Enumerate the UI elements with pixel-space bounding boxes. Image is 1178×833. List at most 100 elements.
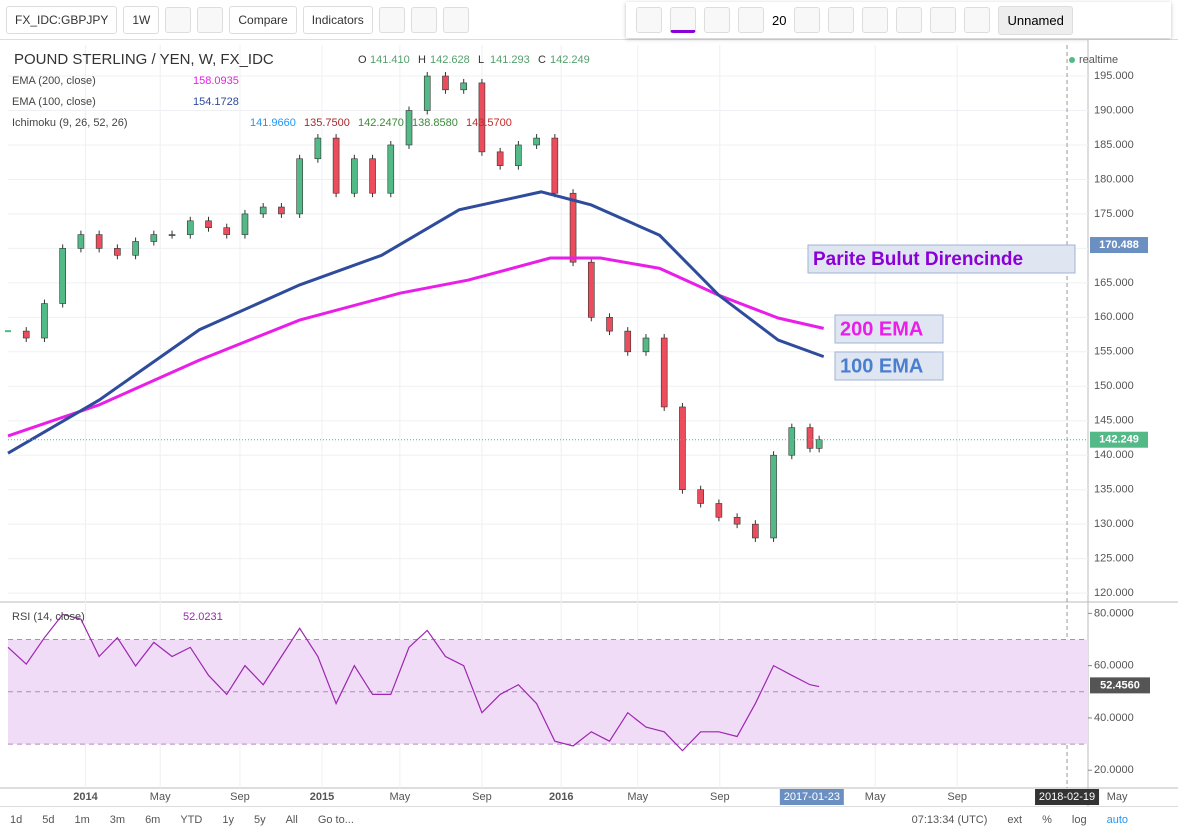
- candle: [569, 192, 577, 263]
- y-tick-label: 165.000: [1094, 277, 1134, 289]
- range-button[interactable]: 1y: [222, 814, 234, 826]
- date-marker-label: 2017-01-23: [784, 791, 840, 803]
- candle: [697, 489, 704, 504]
- font-size[interactable]: 20: [772, 12, 787, 28]
- date-marker-label: 2018-02-19: [1039, 791, 1095, 803]
- y-tick-label: 140.000: [1094, 449, 1134, 461]
- ideas-button[interactable]: [410, 6, 437, 33]
- indicator-name: EMA (100, close): [12, 96, 96, 108]
- scale-option[interactable]: %: [1042, 814, 1052, 826]
- candle: [223, 227, 231, 235]
- price-label-box: [1090, 431, 1148, 448]
- candle: [77, 234, 85, 249]
- scale-option[interactable]: log: [1071, 814, 1087, 826]
- bottom-bar: 1d 5d 1m 3m 6m YTD 1y 5y All Go to... 07:13:34 (UT…: [0, 806, 1178, 833]
- candle: [533, 137, 540, 146]
- candle: [715, 503, 723, 518]
- goto-button[interactable]: Go to...: [317, 814, 354, 826]
- x-tick-label: 2014: [73, 791, 98, 803]
- y-tick-label: 150.000: [1094, 380, 1134, 392]
- pen-tool[interactable]: [738, 7, 764, 33]
- text-color-tool[interactable]: [670, 7, 696, 33]
- candle: [95, 234, 103, 249]
- candle: [278, 206, 285, 215]
- rsi-title: RSI (14, close): [12, 611, 85, 623]
- interval-button[interactable]: 1W: [123, 5, 160, 34]
- range-button[interactable]: 3m: [109, 814, 126, 826]
- symbol-field[interactable]: FX_IDC:GBPJPY: [6, 5, 118, 34]
- delete-button[interactable]: [964, 7, 991, 33]
- candle: [205, 220, 212, 229]
- candle: [752, 523, 759, 539]
- y-tick-label: 185.000: [1094, 139, 1134, 151]
- candle: [59, 248, 66, 304]
- settings-button[interactable]: [197, 6, 224, 33]
- range-button[interactable]: 1d: [10, 814, 23, 826]
- indicator-value: 143.5700: [466, 117, 512, 129]
- layers-button[interactable]: [828, 7, 855, 33]
- range-button[interactable]: 1m: [74, 814, 90, 826]
- date-marker-box: [1035, 789, 1100, 805]
- scale-option[interactable]: auto: [1106, 814, 1128, 826]
- indicators-button[interactable]: Indicators: [302, 5, 373, 34]
- y-tick-label: 160.000: [1094, 311, 1134, 323]
- annotation-box: [834, 351, 944, 381]
- x-tick-label: May: [627, 791, 648, 803]
- chart: 195.000190.000185.000180.000175.000170.0…: [0, 40, 1178, 806]
- candle: [114, 248, 121, 256]
- range-button[interactable]: YTD: [180, 814, 203, 826]
- candle: [41, 303, 48, 339]
- candle: [241, 213, 249, 235]
- y-tick-label: 180.000: [1094, 173, 1134, 185]
- alert-button[interactable]: [378, 6, 405, 33]
- annotation-text: 200 EMA: [840, 318, 923, 340]
- chart-style-button[interactable]: [165, 6, 192, 33]
- ohlc-key: C: [538, 54, 546, 66]
- layout-name[interactable]: Unnamed: [998, 5, 1073, 35]
- rsi-value: 52.0231: [183, 611, 223, 623]
- y-tick-label: 80.0000: [1094, 607, 1134, 619]
- range-button[interactable]: 5y: [253, 814, 266, 826]
- compare-button[interactable]: Compare: [229, 5, 297, 34]
- rsi-line: [7, 613, 820, 752]
- x-tick-label: Sep: [947, 791, 967, 803]
- candle: [587, 261, 595, 318]
- y-tick-label: 155.000: [1094, 346, 1134, 358]
- clone-button[interactable]: [862, 7, 889, 33]
- range-button[interactable]: All: [285, 814, 298, 826]
- candle: [423, 75, 431, 111]
- candle: [259, 206, 267, 215]
- y-tick-label: 175.000: [1094, 208, 1134, 220]
- y-tick-label: 190.000: [1094, 104, 1134, 116]
- x-tick-label: May: [865, 791, 886, 803]
- select-tool[interactable]: [636, 7, 662, 33]
- candle: [150, 234, 158, 242]
- candle: [460, 82, 467, 91]
- candle: [442, 75, 449, 91]
- rsi-label-box: [1090, 677, 1150, 694]
- undo-button[interactable]: [442, 6, 469, 33]
- y-tick-label: 120.000: [1094, 587, 1134, 599]
- annotation-box: [807, 244, 1076, 274]
- candle: [815, 439, 823, 449]
- properties-button[interactable]: [794, 7, 821, 33]
- visibility-button[interactable]: [930, 7, 957, 33]
- x-tick-label: May: [150, 791, 171, 803]
- price-label: 170.488: [1099, 239, 1139, 251]
- candle: [405, 110, 413, 146]
- ohlc-value: 142.628: [430, 54, 470, 66]
- y-tick-label: 145.000: [1094, 415, 1134, 427]
- date-marker-box: [779, 789, 844, 805]
- range-button[interactable]: 6m: [145, 814, 161, 826]
- candle: [679, 406, 686, 490]
- scale-option[interactable]: ext: [1007, 814, 1023, 826]
- ohlc-value: 141.410: [370, 54, 410, 66]
- lock-button[interactable]: [896, 7, 923, 33]
- x-tick-label: May: [390, 791, 411, 803]
- y-tick-label: 40.0000: [1094, 712, 1134, 724]
- fill-tool[interactable]: [704, 7, 730, 33]
- range-button[interactable]: 5d: [42, 814, 55, 826]
- indicator-value: 158.0935: [193, 75, 239, 87]
